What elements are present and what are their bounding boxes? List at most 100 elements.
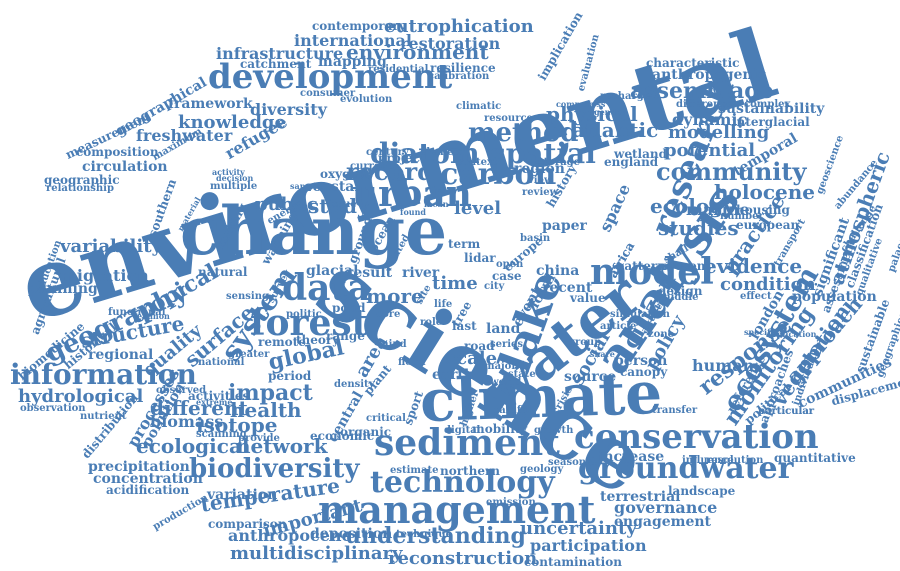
word-change: change <box>180 192 448 270</box>
word-palaeoclimate: palaeoclimate <box>886 196 900 274</box>
word-knowledge: knowledge <box>178 112 286 133</box>
word-participation: participation <box>530 536 647 555</box>
word-consumer: consumer <box>300 88 356 99</box>
word-value: value <box>570 291 606 305</box>
word-fire: fire <box>430 185 446 195</box>
word-diatom: diatom <box>370 137 480 170</box>
word-oxygen: oxygen <box>320 167 367 181</box>
word-climatic: climatic <box>456 101 502 112</box>
word-regional: regional <box>88 347 154 363</box>
word-wetland: wetland <box>614 147 667 161</box>
word-potential: potential <box>664 140 756 161</box>
word-different: different <box>150 396 248 420</box>
word-freshwater: freshwater <box>136 126 233 145</box>
word-case: case <box>492 269 522 283</box>
word-level: level <box>454 198 502 219</box>
word-road: road <box>464 339 495 353</box>
word-calibration: calibration <box>428 71 490 82</box>
word-lidar: lidar <box>464 251 496 265</box>
word-simulation: simulation <box>610 309 670 320</box>
word-hydrological: hydrological <box>18 386 144 407</box>
word-complex: complex <box>744 99 791 110</box>
word-management: management <box>318 487 596 532</box>
word-international: international <box>294 31 412 50</box>
word-holocene: holocene <box>714 180 815 204</box>
word-current: current <box>350 161 393 172</box>
word-governance: governance <box>614 498 718 517</box>
word-politic: politic <box>286 309 322 320</box>
word-contamination: contamination <box>524 555 622 569</box>
word-seasonal: seasonal <box>548 457 597 468</box>
word-functional: functional <box>108 307 166 318</box>
word-method: method <box>468 118 579 148</box>
word-characteristic: characteristic <box>646 56 740 70</box>
word-middle: middle <box>660 292 699 303</box>
word-digital: digital <box>444 425 481 436</box>
word-technology: technology <box>370 465 555 500</box>
word-context: context <box>456 157 498 168</box>
word-series: series <box>490 339 524 350</box>
word-infrastructure: infrastructure <box>216 44 344 63</box>
word-development: development <box>208 57 453 97</box>
word-core: core <box>376 309 401 320</box>
word-zone: zone <box>648 329 674 340</box>
word-region: region <box>514 161 565 177</box>
word-planning: planning <box>28 281 98 297</box>
word-acidification: acidification <box>106 483 190 497</box>
word-anthropogenic: anthropogenic <box>652 67 767 83</box>
word-resilience: resilience <box>430 61 496 75</box>
word-spatial: spatial <box>490 137 596 170</box>
word-geographic: geographic <box>44 173 120 187</box>
word-particular: particular <box>758 406 815 417</box>
word-estimate: estimate <box>390 465 439 476</box>
word-geoscience: geoscience <box>814 133 847 196</box>
word-rainfall: rainfall <box>494 405 536 416</box>
word-landscape: landscape <box>668 484 736 498</box>
word-influence: influence <box>682 455 734 466</box>
word-glacial: glacial <box>306 263 359 279</box>
word-gender: gender <box>594 107 626 117</box>
word-population: population <box>792 289 877 305</box>
word-loss: loss <box>588 99 606 109</box>
word-canopy: canopy <box>620 365 668 379</box>
word-decision: decision <box>216 173 254 183</box>
word-information: information <box>10 358 197 391</box>
word-understanding: understanding <box>345 523 526 549</box>
word-open: open <box>496 259 524 270</box>
word-storage: storage <box>538 157 581 168</box>
word-extreme: extreme <box>196 397 233 407</box>
word-common: common <box>556 99 595 109</box>
word-conservation: conservation <box>574 417 819 457</box>
word-condition: condition <box>720 274 816 295</box>
word-framework: framework <box>168 96 253 112</box>
word-composition: composition <box>76 145 159 159</box>
word-century: century <box>366 147 409 158</box>
word-critical: critical <box>366 413 406 424</box>
word-physical: physical <box>546 102 638 126</box>
word-northern: northern <box>440 464 500 478</box>
word-urban: urban <box>352 173 472 215</box>
word-pattern: pattern <box>616 259 666 273</box>
word-groundwater: groundwater <box>578 451 794 486</box>
word-atlantic: atlantic <box>572 118 659 142</box>
word-emission: emission <box>486 497 536 508</box>
word-particular: particular <box>758 406 815 417</box>
word-time: time <box>432 273 478 294</box>
word-terrestrial: terrestrial <box>600 489 681 505</box>
word-source: source <box>564 369 617 385</box>
word-comparison: comparison <box>208 517 287 531</box>
word-basin: basin <box>520 233 551 244</box>
word-found: found <box>400 207 427 217</box>
word-ecology: ecology <box>650 194 735 218</box>
word-river: river <box>402 265 440 281</box>
word-health: health <box>230 398 302 422</box>
word-carbon: carbon <box>440 157 557 192</box>
word-biodiversity: biodiversity <box>189 454 360 484</box>
word-sediment: sediment <box>374 422 560 464</box>
word-range: range <box>326 329 365 343</box>
word-life: life <box>434 299 453 310</box>
word-record: record <box>346 157 434 186</box>
word-migration: migration <box>60 266 149 285</box>
word-contemporary: contemporary <box>312 19 406 33</box>
